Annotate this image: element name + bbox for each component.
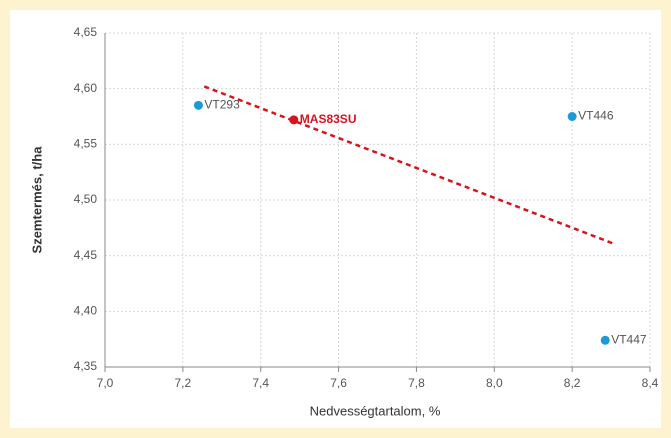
- x-tick-label: 8,4: [642, 376, 659, 390]
- y-tick-label: 4,50: [74, 192, 98, 206]
- point: [567, 112, 577, 121]
- y-tick-label: 4,45: [74, 248, 98, 262]
- x-tick-label: 7,8: [408, 376, 425, 390]
- x-tick-label: 7,6: [330, 376, 347, 390]
- y-tick-label: 4,55: [74, 137, 98, 151]
- x-axis-label: Nedvességtartalom, %: [310, 403, 441, 418]
- panel: [10, 10, 661, 428]
- x-tick-label: 8,0: [486, 376, 503, 390]
- point-label: MAS83SU: [300, 112, 357, 126]
- point: [193, 100, 203, 110]
- point-label: VT446: [578, 109, 614, 123]
- point-label: VT447: [611, 332, 647, 346]
- point: [600, 335, 610, 345]
- trendline: [203, 85, 614, 245]
- y-axis-label: Szemtermés, t/ha: [29, 146, 44, 254]
- x-tick-label: 8,2: [564, 376, 581, 390]
- y-tick-label: 4,40: [74, 304, 98, 318]
- x-tick-label: 7,4: [252, 376, 269, 390]
- y-tick-label: 4,35: [74, 359, 98, 373]
- point-label: VT293: [204, 98, 240, 112]
- point: [289, 115, 299, 125]
- y-tick-label: 4,60: [74, 81, 98, 95]
- y-tick-label: 4,65: [74, 25, 98, 39]
- x-tick-label: 7,2: [175, 376, 192, 390]
- x-tick-label: 7,0: [97, 376, 114, 390]
